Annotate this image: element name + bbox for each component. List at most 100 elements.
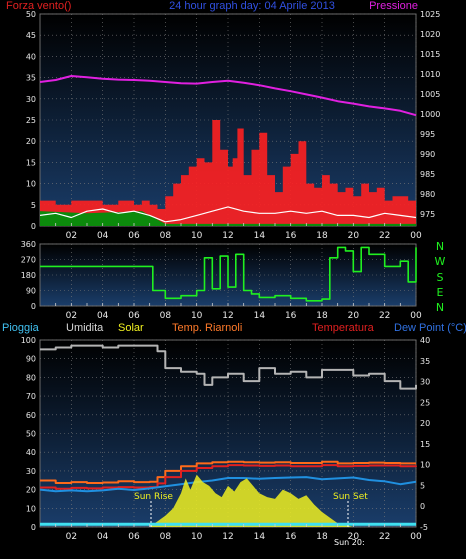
- temp-humidity-y-tick-label: 60: [26, 411, 36, 420]
- temp-humidity-x-tick-label: 02: [66, 532, 77, 542]
- temp-humidity-x-tick-label: 00: [410, 532, 422, 542]
- wind-pressure-x-tick-label: 22: [379, 231, 390, 241]
- legend-rain: Pioggia: [2, 322, 40, 334]
- temp-humidity-y2-tick-label: 25: [420, 398, 430, 407]
- wind-pressure-y-tick-label: 35: [26, 74, 36, 83]
- sunrise-label: Sun Rise: [134, 492, 173, 502]
- wind-pressure-y-tick-label: 15: [26, 158, 36, 167]
- wind-pressure-y2-tick-label: 1000: [420, 110, 440, 119]
- wind-axis-title: Forza vento(): [6, 0, 71, 12]
- pressure-axis-title: Pressione: [369, 0, 418, 12]
- temp-humidity-y2-tick-label: 30: [420, 378, 430, 387]
- series-vento-medio-line: [39, 206, 417, 223]
- wind-pressure-x-tick-label: 02: [66, 231, 77, 241]
- wind-pressure-x-tick-label: 18: [316, 231, 328, 241]
- temp-humidity-x-tick-label: 14: [254, 532, 266, 542]
- wind-direction-x-tick-label: 22: [379, 311, 390, 321]
- wind-pressure-y2-tick-label: 985: [420, 170, 435, 179]
- temp-humidity-y-tick-label: 30: [26, 467, 36, 476]
- temp-humidity-y2-tick-label: 0: [420, 502, 425, 511]
- temp-humidity-y-tick-label: 50: [26, 430, 36, 439]
- wind-pressure-x-tick-label: 20: [348, 231, 360, 241]
- temp-humidity-y2-tick-label: 20: [420, 419, 430, 428]
- wind-pressure-panel: 02 04 06 08 10 12 14 16 18 20 22 000510152025303540…: [26, 10, 441, 241]
- series-solar-area: [40, 474, 416, 527]
- temp-humidity-y-tick-label: 70: [26, 392, 36, 401]
- wind-direction-x-tick-label: 14: [254, 311, 266, 321]
- wind-pressure-ticks: 02 04 06 08 10 12 14 16 18 20 22 000510152025303540…: [26, 10, 441, 241]
- legend-solar: Solar: [118, 322, 144, 334]
- temp-humidity-x-tick-label: 20: [348, 532, 360, 542]
- wind-pressure-x-tick-label: 08: [160, 231, 172, 241]
- wind-direction-x-tick-label: 02: [66, 311, 77, 321]
- wind-direction-x-tick-label: 16: [285, 311, 297, 321]
- temp-humidity-y2-tick-label: -5: [420, 523, 428, 532]
- wind-pressure-x-tick-label: 00: [410, 231, 422, 241]
- wind-pressure-y2-tick-label: 990: [420, 150, 435, 159]
- wind-direction-x-tick-label: 20: [348, 311, 360, 321]
- wind-direction-x-tick-label: 08: [160, 311, 172, 321]
- wind-pressure-y2-tick-label: 980: [420, 190, 435, 199]
- wind-pressure-x-tick-label: 06: [128, 231, 140, 241]
- wind-direction-x-tick-label: 10: [191, 311, 203, 321]
- panel3-legend: Pioggia Umidita Solar Temp. Riarnoli Tem…: [2, 322, 466, 334]
- wind-pressure-y-tick-label: 25: [26, 116, 36, 125]
- temp-humidity-ticks: 02 04 06 08 10 12 14 16 18 20 22 000102030405060708…: [21, 336, 430, 542]
- temp-humidity-y-tick-label: 100: [21, 336, 36, 345]
- temp-humidity-y2-tick-label: 5: [420, 481, 425, 490]
- legend-temp-riarnoli: Temp. Riarnoli: [172, 322, 242, 334]
- legend-dewpoint: Dew Point (°C): [394, 322, 466, 334]
- wind-pressure-y-tick-label: 50: [26, 10, 36, 19]
- series-umidita-line: [40, 344, 417, 390]
- wind-pressure-y-tick-label: 20: [26, 137, 36, 146]
- wind-direction-x-tick-label: 18: [316, 311, 328, 321]
- series-temp-riarnoli-line: [40, 460, 416, 484]
- series-direzione-vento-line: [40, 246, 417, 302]
- temp-humidity-x-tick-label: 12: [222, 532, 233, 542]
- wind-pressure-y2-tick-label: 975: [420, 210, 435, 219]
- temp-humidity-x-tick-label: 18: [316, 532, 328, 542]
- wind-pressure-y-tick-label: 10: [26, 180, 36, 189]
- temp-humidity-y2-tick-label: 10: [420, 461, 430, 470]
- wind-pressure-y2-tick-label: 1020: [420, 30, 440, 39]
- wind-pressure-x-tick-label: 14: [254, 231, 266, 241]
- wind-pressure-x-tick-label: 12: [222, 231, 233, 241]
- temp-humidity-y2-tick-label: 15: [420, 440, 430, 449]
- sunset-time-label: Sun 20:: [334, 538, 365, 547]
- wind-pressure-x-tick-label: 10: [191, 231, 203, 241]
- temp-humidity-y-tick-label: 20: [26, 486, 36, 495]
- series-pressione-line: [39, 75, 417, 117]
- wind-direction-x-tick-label: 12: [222, 311, 233, 321]
- wind-pressure-y2-tick-label: 1005: [420, 90, 440, 99]
- wind-direction-y-tick-label: 90: [26, 287, 36, 296]
- wind-pressure-y2-tick-label: 1025: [420, 10, 440, 19]
- compass-letter: S: [437, 271, 444, 284]
- series-dew-point-line: [39, 476, 417, 493]
- series-raffica-area: [40, 120, 416, 226]
- temp-humidity-x-tick-label: 22: [379, 532, 390, 542]
- legend-temperature: Temperatura: [312, 322, 375, 334]
- wind-direction-y-tick-label: 270: [21, 256, 36, 265]
- temp-humidity-x-tick-label: 16: [285, 532, 297, 542]
- temp-humidity-y-tick-label: 90: [26, 355, 36, 364]
- wind-pressure-y2-tick-label: 995: [420, 130, 435, 139]
- wind-direction-x-tick-label: 00: [410, 311, 422, 321]
- temp-humidity-x-tick-label: 06: [128, 532, 140, 542]
- sunset-label: Sun Set: [333, 492, 368, 502]
- temp-humidity-x-tick-label: 04: [97, 532, 109, 542]
- wind-direction-y-tick-label: 360: [21, 240, 36, 249]
- wind-pressure-y2-tick-label: 1015: [420, 50, 440, 59]
- temp-humidity-panel: 02 04 06 08 10 12 14 16 18 20 22 000102030405060708…: [21, 336, 430, 547]
- wind-pressure-y-tick-label: 30: [26, 95, 36, 104]
- series-temperatura-line: [40, 464, 417, 490]
- compass-letter: W: [435, 255, 446, 268]
- temp-humidity-x-tick-label: 10: [191, 532, 203, 542]
- temp-humidity-y2-tick-label: 35: [420, 357, 430, 366]
- compass-letter: N: [436, 240, 444, 253]
- wind-direction-y-tick-label: 180: [21, 271, 36, 280]
- temp-humidity-y-tick-label: 80: [26, 373, 36, 382]
- wind-pressure-y2-tick-label: 1010: [420, 70, 440, 79]
- wind-direction-y-tick-label: 0: [31, 302, 36, 311]
